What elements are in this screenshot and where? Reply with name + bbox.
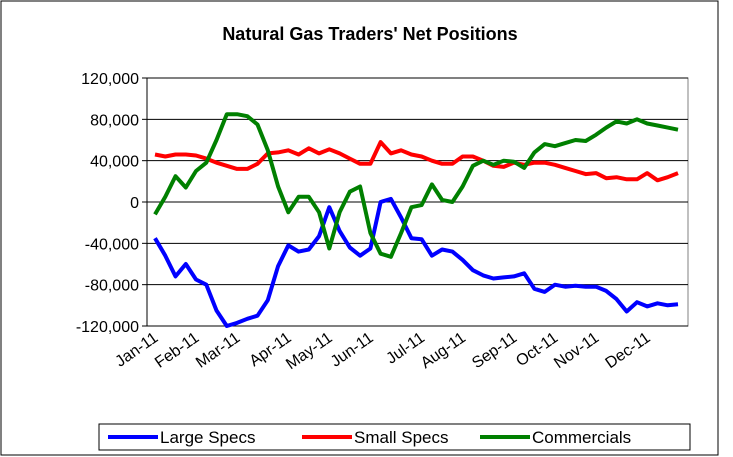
- line-series: [154, 140, 679, 183]
- y-tick-label: 120,000: [81, 71, 139, 88]
- line-series: [153, 196, 679, 328]
- y-tick-label: -40,000: [85, 236, 139, 253]
- y-tick-label: -80,000: [85, 278, 139, 295]
- chart-title: Natural Gas Traders' Net Positions: [222, 24, 517, 44]
- legend-label: Large Specs: [160, 428, 255, 447]
- y-tick-label: 0: [130, 195, 139, 212]
- legend-label: Small Specs: [354, 428, 448, 447]
- line-series: [153, 112, 679, 259]
- legend-label: Commercials: [532, 428, 631, 447]
- legend-box: [98, 423, 691, 451]
- y-tick-label: -120,000: [76, 319, 139, 336]
- y-tick-label: 80,000: [90, 112, 139, 129]
- y-tick-label: 40,000: [90, 154, 139, 171]
